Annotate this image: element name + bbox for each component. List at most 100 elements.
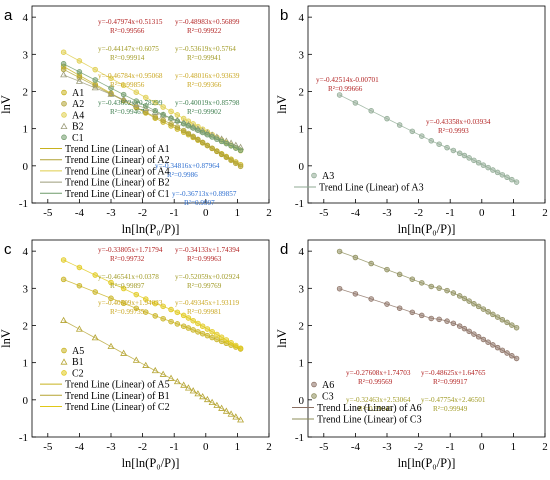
fit-equation: y=-0.49345x+1.93119 [175,299,240,307]
y-tick-label: 1 [23,358,29,370]
data-point-C2 [199,323,206,329]
legend-entry: C1 [72,133,84,144]
data-point-C3 [509,322,515,328]
data-point-C1 [60,61,67,67]
series-A3 [336,92,520,185]
legend-marker [60,122,68,129]
data-point-C3 [485,309,491,315]
data-point-B1 [180,381,188,388]
fit-equation: y=-0.46541x+0.0378 [98,273,159,281]
data-point-A6 [504,350,510,356]
fit-r-squared: R²=0.99941 [187,54,222,62]
x-axis-label: ln[ln(P₀/P)] [398,456,456,470]
data-point-C3 [444,287,450,294]
fit-equation: y=-0.44147x+0.6075 [98,45,159,53]
data-point-A5 [195,329,201,335]
legend-marker [61,89,67,96]
data-point-B1 [142,361,150,368]
fit-r-squared: R²=0.99902 [187,108,222,116]
x-tick-label: -4 [75,207,85,219]
data-point-C3 [490,311,496,318]
x-tick-label: -5 [43,207,53,219]
data-point-C3 [513,324,520,331]
data-point-B2 [107,90,115,97]
legend-entry: Trend Line (Linear) of B2 [65,178,170,189]
data-point-A3 [444,144,450,151]
data-point-C1 [133,98,140,104]
y-tick-label: 1 [299,124,305,136]
fit-equation: y=-0.33805x+1.71794 [98,246,163,254]
x-tick-label: 2 [542,207,548,219]
data-point-C1 [209,134,215,140]
data-point-A6 [494,344,501,351]
data-point-C2 [190,317,196,324]
data-point-A2 [204,142,211,149]
fit-r-squared: R²=0.99856 [110,81,145,89]
data-point-C3 [461,295,468,302]
data-point-A6 [428,315,434,322]
data-point-A3 [471,157,477,164]
data-point-A3 [504,174,510,181]
data-point-A6 [480,336,487,343]
data-point-A6 [444,318,450,324]
data-point-C2 [180,312,187,319]
data-point-A3 [494,169,501,176]
data-point-C1 [190,125,196,131]
fit-r-squared: R²=0.99949 [433,405,468,413]
data-point-A5 [204,332,211,339]
data-point-A4 [180,115,187,122]
data-point-A5 [160,315,166,322]
data-point-C3 [436,285,442,291]
fit-equation: y=-0.32463x+2.53064 [346,396,411,404]
x-tick-label: -3 [106,207,116,219]
x-tick-label: -1 [170,207,179,219]
data-point-A5 [92,289,98,295]
data-point-C1 [174,118,181,124]
data-point-A2 [180,127,187,134]
x-tick-label: -1 [170,441,179,453]
legend-entry: A4 [72,110,84,121]
data-point-B1 [60,316,68,323]
data-point-A2 [152,114,158,120]
data-point-C3 [352,254,359,261]
fit-r-squared: R²=0.99569 [358,378,393,386]
data-point-C1 [228,143,234,149]
y-tick-label: 1 [23,124,29,136]
fit-r-squared: R²=0.99467 [110,108,145,116]
data-point-B1 [227,410,235,417]
data-point-C2 [133,291,140,298]
data-point-B1 [132,356,140,363]
data-point-A3 [513,179,520,185]
data-point-C1 [204,131,211,138]
data-point-A3 [419,133,425,139]
data-point-C1 [233,145,239,151]
legend-entry: Trend Line (Linear) of B1 [65,391,170,402]
data-point-A6 [384,301,390,307]
y-axis-label: lnV [275,95,289,114]
fit-r-squared: R²=0.99566 [110,27,145,35]
x-tick-label: 0 [479,441,485,453]
data-point-B1 [213,401,221,408]
fit-r-squared: R²=0.99914 [110,54,145,62]
series-C1 [60,61,244,154]
data-point-A6 [352,291,359,297]
data-point-A4 [160,104,166,110]
data-point-A2 [237,163,244,170]
data-point-B1 [199,392,207,400]
data-point-B1 [203,395,211,403]
data-point-C1 [152,108,158,114]
data-point-A3 [450,147,457,154]
data-point-C1 [185,123,192,129]
data-point-C1 [168,115,174,121]
x-tick-label: -2 [138,441,147,453]
data-point-C1 [223,140,230,147]
data-point-A5 [133,305,140,312]
fit-r-squared: R²=0.99945 [358,405,393,413]
panel-letter-d: d [280,241,288,258]
panel-b: b -5 -4 -3 -2 -1 0 1 2 -1 0 1 2 3 4 ln[ln(P₀/P)] lnV y=-0… [275,5,548,236]
x-tick-label: -4 [351,441,361,453]
data-point-A6 [336,285,343,292]
y-tick-label: 0 [23,395,29,407]
data-point-C2 [120,285,127,292]
